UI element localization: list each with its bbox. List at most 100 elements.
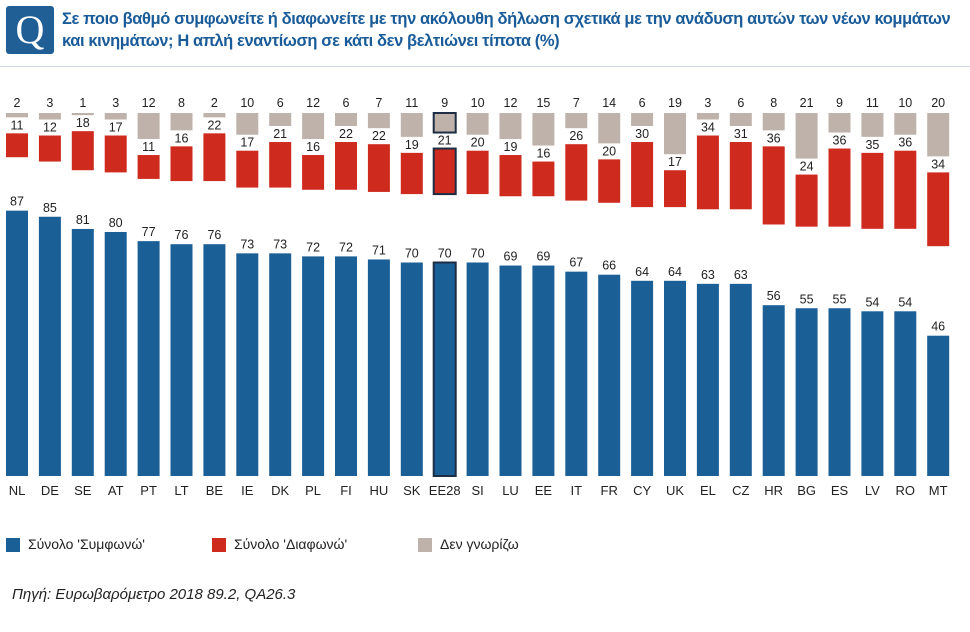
label-disagree-lv: 35 (865, 138, 879, 152)
label-agree-nl: 87 (10, 195, 24, 209)
category-label-el: EL (700, 483, 716, 498)
category-label-uk: UK (666, 483, 684, 498)
bar-dontknow-lv (861, 113, 884, 137)
label-dontknow-el: 3 (704, 96, 711, 110)
label-dontknow-dk: 6 (277, 96, 284, 110)
bar-disagree-fi (335, 142, 357, 190)
legend-label-disagree: Σύνολο 'Διαφωνώ' (234, 536, 348, 552)
bar-dontknow-hr (762, 113, 785, 131)
label-dontknow-lv: 11 (866, 96, 879, 110)
legend: Σύνολο 'Συμφωνώ' Σύνολο 'Διαφωνώ' Δεν γν… (0, 535, 970, 555)
category-label-si: SI (471, 483, 483, 498)
bar-agree-at (104, 232, 127, 476)
bar-agree-cy (631, 280, 654, 476)
bar-agree-ee (532, 265, 555, 476)
label-dontknow-de: 3 (46, 96, 53, 110)
bar-disagree-at (104, 135, 127, 173)
bar-disagree-be (203, 133, 226, 182)
category-label-se: SE (74, 483, 92, 498)
bar-disagree-es (828, 148, 851, 227)
label-disagree-el: 34 (701, 121, 715, 135)
label-dontknow-pl: 12 (306, 96, 320, 110)
label-disagree-es: 36 (833, 134, 847, 148)
bar-agree-si (466, 262, 489, 476)
bar-agree-el (696, 283, 719, 476)
category-label-mt: MT (929, 483, 948, 498)
bar-dontknow-se (71, 113, 94, 116)
label-agree-ie: 73 (240, 237, 254, 251)
label-disagree-si: 20 (471, 136, 485, 150)
bar-dontknow-ie (236, 113, 259, 135)
label-agree-hu: 71 (372, 243, 386, 257)
label-disagree-cz: 31 (734, 127, 748, 141)
bar-disagree-pt (137, 155, 160, 179)
label-agree-es: 55 (833, 292, 847, 306)
label-disagree-at: 17 (109, 121, 123, 135)
bar-agree-es (828, 308, 851, 476)
bar-disagree-ro (894, 150, 917, 229)
label-agree-it: 67 (569, 256, 583, 270)
label-disagree-dk: 21 (273, 127, 287, 141)
label-dontknow-hr: 8 (770, 96, 777, 110)
category-label-de: DE (41, 483, 59, 498)
category-label-cz: CZ (732, 483, 749, 498)
bar-dontknow-nl (6, 113, 28, 118)
label-disagree-se: 18 (76, 116, 90, 130)
label-dontknow-ie: 10 (240, 96, 254, 110)
label-disagree-cy: 30 (635, 127, 649, 141)
label-dontknow-cy: 6 (639, 96, 646, 110)
label-agree-si: 70 (471, 247, 485, 261)
question-badge: Q (6, 6, 54, 54)
bar-agree-fr (598, 274, 621, 476)
bar-dontknow-el (696, 113, 719, 120)
category-label-be: BE (206, 483, 224, 498)
label-agree-at: 80 (109, 216, 123, 230)
bar-disagree-fr (598, 159, 621, 203)
bar-dontknow-cy (631, 113, 654, 127)
bar-agree-fi (335, 256, 357, 476)
bar-agree-nl (6, 210, 28, 476)
bar-disagree-lt (170, 146, 193, 182)
bar-dontknow-uk (664, 113, 686, 155)
label-disagree-lu: 19 (504, 140, 518, 154)
category-label-hr: HR (764, 483, 783, 498)
label-disagree-sk: 19 (405, 138, 419, 152)
bar-disagree-ee (532, 161, 555, 197)
bar-dontknow-dk (269, 113, 292, 127)
bar-dontknow-si (466, 113, 489, 135)
bar-agree-pt (137, 241, 160, 476)
label-dontknow-be: 2 (211, 96, 218, 110)
label-agree-ee: 69 (536, 250, 550, 264)
label-dontknow-fi: 6 (343, 96, 350, 110)
category-label-lt: LT (174, 483, 188, 498)
bar-agree-ee28 (432, 261, 457, 477)
label-dontknow-pt: 12 (142, 96, 156, 110)
label-dontknow-hu: 7 (375, 96, 382, 110)
label-dontknow-se: 1 (79, 96, 86, 110)
category-label-dk: DK (271, 483, 289, 498)
bar-disagree-mt (927, 172, 950, 247)
bar-dontknow-bg (795, 113, 818, 159)
bar-dontknow-pt (137, 113, 160, 140)
bar-disagree-bg (795, 174, 818, 227)
bar-agree-ro (894, 311, 917, 476)
label-disagree-bg: 24 (800, 160, 814, 174)
label-dontknow-lt: 8 (178, 96, 185, 110)
bar-agree-lt (170, 244, 193, 476)
category-label-lv: LV (865, 483, 880, 498)
label-agree-lt: 76 (175, 228, 189, 242)
label-disagree-lt: 16 (175, 131, 189, 145)
bar-agree-lu (499, 265, 522, 476)
chart-header: Q Σε ποιο βαθμό συμφωνείτε ή διαφωνείτε … (6, 6, 964, 58)
category-label-sk: SK (403, 483, 421, 498)
category-label-ee28: EE28 (429, 483, 461, 498)
label-disagree-fi: 22 (339, 127, 353, 141)
bar-agree-uk (664, 280, 686, 476)
category-label-lu: LU (502, 483, 519, 498)
bar-agree-ie (236, 253, 259, 476)
label-agree-el: 63 (701, 268, 715, 282)
label-agree-ee28: 70 (438, 247, 452, 261)
bar-agree-it (565, 271, 588, 476)
bar-dontknow-it (565, 113, 588, 129)
bar-agree-lv (861, 311, 884, 476)
